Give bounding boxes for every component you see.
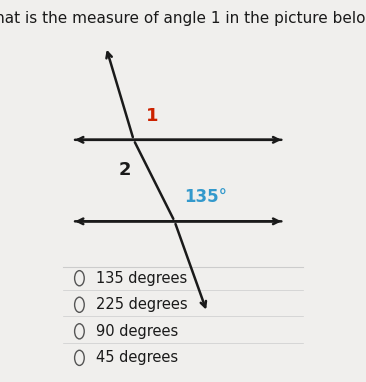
Text: 225 degrees: 225 degrees (96, 297, 188, 312)
Text: What is the measure of angle 1 in the picture below?: What is the measure of angle 1 in the pi… (0, 11, 366, 26)
Text: 135°: 135° (184, 188, 227, 206)
Text: 45 degrees: 45 degrees (96, 350, 178, 365)
Text: 2: 2 (119, 161, 131, 179)
Text: 135 degrees: 135 degrees (96, 271, 187, 286)
Text: 1: 1 (146, 107, 158, 125)
Text: 90 degrees: 90 degrees (96, 324, 179, 339)
